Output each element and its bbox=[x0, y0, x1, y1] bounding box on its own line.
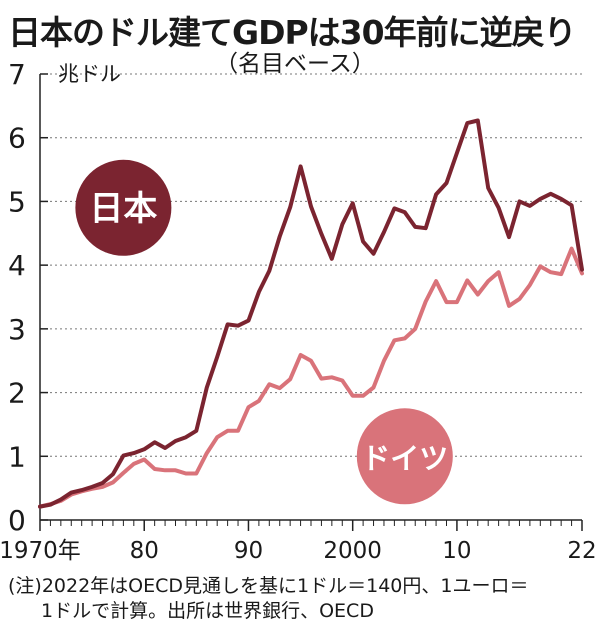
axes bbox=[39, 73, 583, 531]
x-tick-label-1970: 1970年 bbox=[0, 538, 81, 564]
y-tick-label-3: 3 bbox=[8, 313, 26, 346]
x-tick-labels: 1970年 80 90 2000 10 22 bbox=[0, 538, 597, 564]
y-tick-labels: 0 1 2 3 4 5 6 7 bbox=[8, 58, 26, 537]
badge-circle-germany bbox=[356, 408, 453, 505]
chart-subtitle: （名目ベース） bbox=[215, 51, 375, 77]
badge-circle-japan bbox=[75, 159, 172, 256]
series-line-japan bbox=[38, 118, 584, 509]
series-line-germany bbox=[38, 246, 584, 509]
footnote-line-1: (注)2022年はOECD見通しを基に1ドル＝140円、1ユーロ＝ bbox=[8, 575, 529, 597]
footnote-line-2: 1ドルで計算。出所は世界銀行、OECD bbox=[41, 600, 374, 622]
y-tick-label-1: 1 bbox=[8, 440, 26, 473]
x-tick-label-2022: 22 bbox=[567, 538, 596, 564]
x-tick-label-1980: 80 bbox=[130, 538, 159, 564]
badge-label-germany: ドイツ bbox=[361, 441, 448, 475]
footnote: (注)2022年はOECD見通しを基に1ドル＝140円、1ユーロ＝ 1ドルで計算… bbox=[8, 574, 528, 624]
y-tick-label-2: 2 bbox=[8, 377, 26, 410]
y-tick-label-5: 5 bbox=[8, 185, 26, 218]
x-tick-label-2000: 2000 bbox=[323, 538, 382, 564]
chart-title: 日本のドル建てGDPは30年前に逆戻り bbox=[8, 13, 577, 52]
y-tick-label-6: 6 bbox=[8, 122, 26, 155]
badge-label-japan: 日本 bbox=[89, 189, 157, 229]
y-axis-unit-label: 兆ドル bbox=[58, 62, 121, 86]
series-lines bbox=[38, 118, 584, 509]
y-tick-label-4: 4 bbox=[8, 249, 26, 282]
x-tick-label-2010: 10 bbox=[442, 538, 471, 564]
gridlines bbox=[40, 73, 582, 457]
x-tick-label-1990: 90 bbox=[234, 538, 263, 564]
y-tick-label-7: 7 bbox=[8, 58, 26, 91]
y-tick-label-0: 0 bbox=[8, 504, 26, 537]
